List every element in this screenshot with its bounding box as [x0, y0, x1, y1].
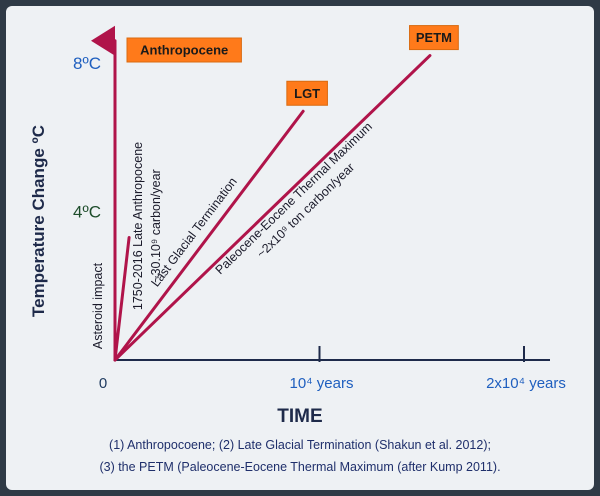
caption-line-2: (3) the PETM (Paleocene-Eocene Thermal M…	[99, 460, 501, 474]
temperature-time-chart: 0 10⁴ years 2x10⁴ years 4ºC 8ºC TIME Temperatu…	[29, 25, 566, 427]
x-tick-label-2: 2x10⁴ years	[486, 375, 566, 392]
y-tick-label-1: 8ºC	[73, 54, 101, 73]
y-axis-title: Temperature Change ºC	[29, 125, 48, 317]
slide: 0 10⁴ years 2x10⁴ years 4ºC 8ºC TIME Temperatu…	[6, 6, 594, 490]
y-tick-label-0: 4ºC	[73, 203, 101, 222]
series-line-0	[113, 235, 131, 362]
badge-label-2: LGT	[294, 86, 320, 101]
badge-box-1	[126, 37, 242, 63]
x-axis-title: TIME	[277, 406, 322, 427]
badge-box-3	[409, 25, 459, 51]
x-tick-label-1: 10⁴ years	[290, 375, 354, 392]
badge-label-3: PETM	[416, 30, 452, 45]
badge-box-2	[286, 80, 328, 106]
series-line-2	[113, 109, 305, 362]
series-label-1-0: 1750-2016 Late Anthropocene	[131, 142, 145, 310]
series-label-0-0: Asteroid impact	[91, 262, 105, 349]
badge-label-1: Anthropocene	[140, 43, 228, 58]
x-tick-label-0: 0	[99, 375, 107, 392]
series-line-3	[113, 54, 432, 362]
series-label-1-1: ~30.10⁹ carbon/year	[149, 169, 163, 282]
caption-line-1: (1) Anthropocoene; (2) Late Glacial Term…	[109, 438, 491, 452]
